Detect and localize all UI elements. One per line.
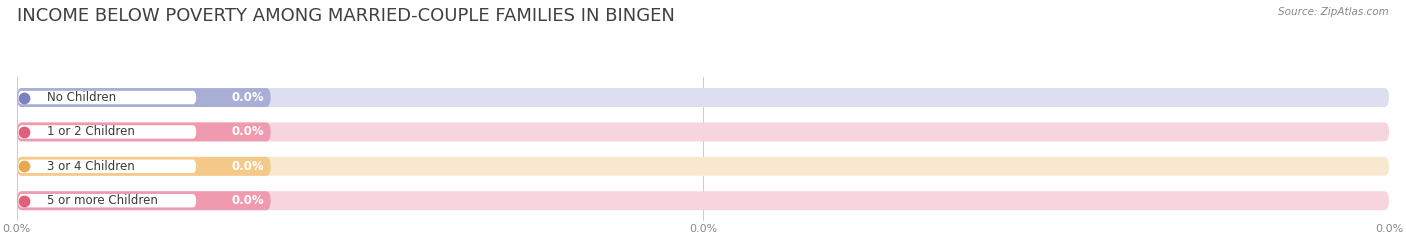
- FancyBboxPatch shape: [17, 191, 271, 210]
- Text: INCOME BELOW POVERTY AMONG MARRIED-COUPLE FAMILIES IN BINGEN: INCOME BELOW POVERTY AMONG MARRIED-COUPL…: [17, 7, 675, 25]
- FancyBboxPatch shape: [17, 123, 271, 141]
- FancyBboxPatch shape: [18, 194, 197, 207]
- FancyBboxPatch shape: [18, 125, 197, 139]
- FancyBboxPatch shape: [17, 88, 271, 107]
- Text: Source: ZipAtlas.com: Source: ZipAtlas.com: [1278, 7, 1389, 17]
- FancyBboxPatch shape: [17, 191, 1389, 210]
- FancyBboxPatch shape: [17, 88, 1389, 107]
- Text: 0.0%: 0.0%: [231, 91, 264, 104]
- FancyBboxPatch shape: [18, 160, 197, 173]
- Text: 3 or 4 Children: 3 or 4 Children: [46, 160, 135, 173]
- Text: 0.0%: 0.0%: [231, 160, 264, 173]
- FancyBboxPatch shape: [17, 157, 1389, 176]
- Text: 0.0%: 0.0%: [231, 125, 264, 138]
- FancyBboxPatch shape: [18, 91, 197, 104]
- Text: 5 or more Children: 5 or more Children: [46, 194, 157, 207]
- Text: 0.0%: 0.0%: [231, 194, 264, 207]
- FancyBboxPatch shape: [17, 157, 271, 176]
- FancyBboxPatch shape: [17, 123, 1389, 141]
- Text: No Children: No Children: [46, 91, 117, 104]
- Text: 1 or 2 Children: 1 or 2 Children: [46, 125, 135, 138]
